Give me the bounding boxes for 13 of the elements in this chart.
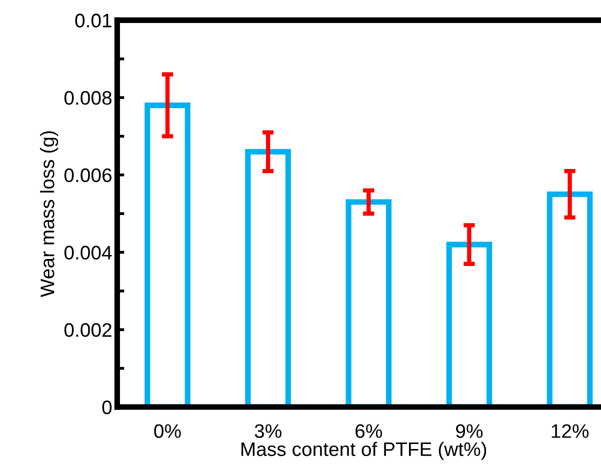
x-axis-title: Mass content of PTFE (wt%) [241,442,486,460]
y-tick-label: 0.006 [64,168,112,182]
x-tick-label: 12% [552,424,589,438]
y-tick-label: 0 [102,400,112,414]
x-tick-label: 9% [456,424,483,438]
y-axis-title: Wear mass loss (g) [40,131,58,298]
x-tick-label: 3% [254,424,282,438]
x-tick-label: 6% [356,424,382,438]
y-tick-label: 0.01 [75,14,112,28]
y-tick-label: 0.002 [64,323,112,337]
y-tick-label: 0.008 [64,91,112,105]
y-tick-label: 0.004 [64,246,112,260]
x-tick-label: 0% [154,424,181,438]
